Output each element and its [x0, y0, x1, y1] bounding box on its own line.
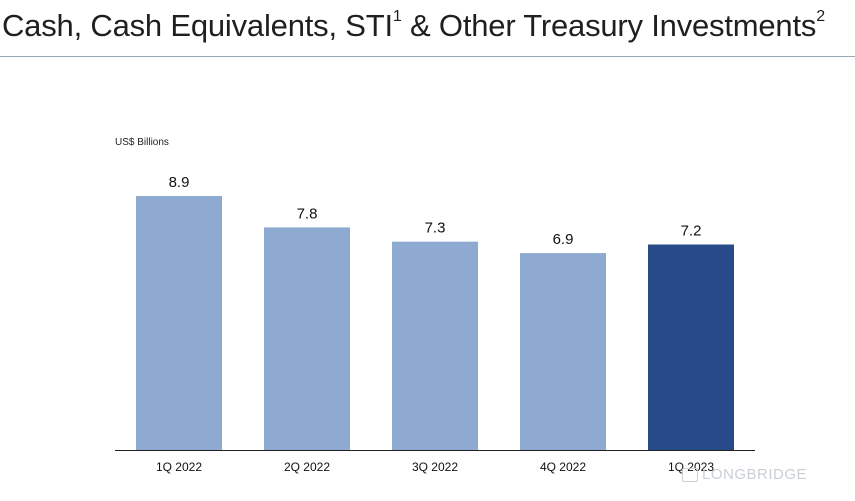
x-tick-label-3: 3Q 2022: [412, 460, 458, 474]
watermark-logo-icon: [682, 467, 698, 482]
unit-label: US$ Billions: [115, 137, 169, 148]
page-title: Cash, Cash Equivalents, STI1 & Other Tre…: [2, 8, 825, 44]
x-tick-label-2: 2Q 2022: [284, 460, 330, 474]
x-tick-label-4: 4Q 2022: [540, 460, 586, 474]
data-label-5: 7.2: [681, 223, 702, 240]
bar-1: [136, 196, 222, 450]
x-tick-label-1: 1Q 2022: [156, 460, 202, 474]
watermark-text: LONGBRIDGE: [702, 466, 808, 483]
bar-3: [392, 241, 478, 450]
bar-5: [648, 244, 734, 450]
bar-2: [264, 227, 350, 450]
bar-4: [520, 253, 606, 450]
data-label-1: 8.9: [169, 174, 190, 191]
watermark: LONGBRIDGE: [682, 466, 807, 483]
title-text-rest: & Other Treasury Investments: [401, 8, 817, 43]
title-text-main: Cash, Cash Equivalents, STI: [2, 8, 393, 43]
footnote-1-marker: 1: [392, 8, 402, 25]
data-label-4: 6.9: [553, 231, 574, 248]
footnote-2-marker: 2: [816, 8, 825, 25]
data-label-2: 7.8: [297, 205, 318, 222]
x-tick-label-5: 1Q 2023: [668, 460, 714, 474]
title-divider: [0, 56, 855, 57]
data-label-3: 7.3: [425, 220, 446, 237]
